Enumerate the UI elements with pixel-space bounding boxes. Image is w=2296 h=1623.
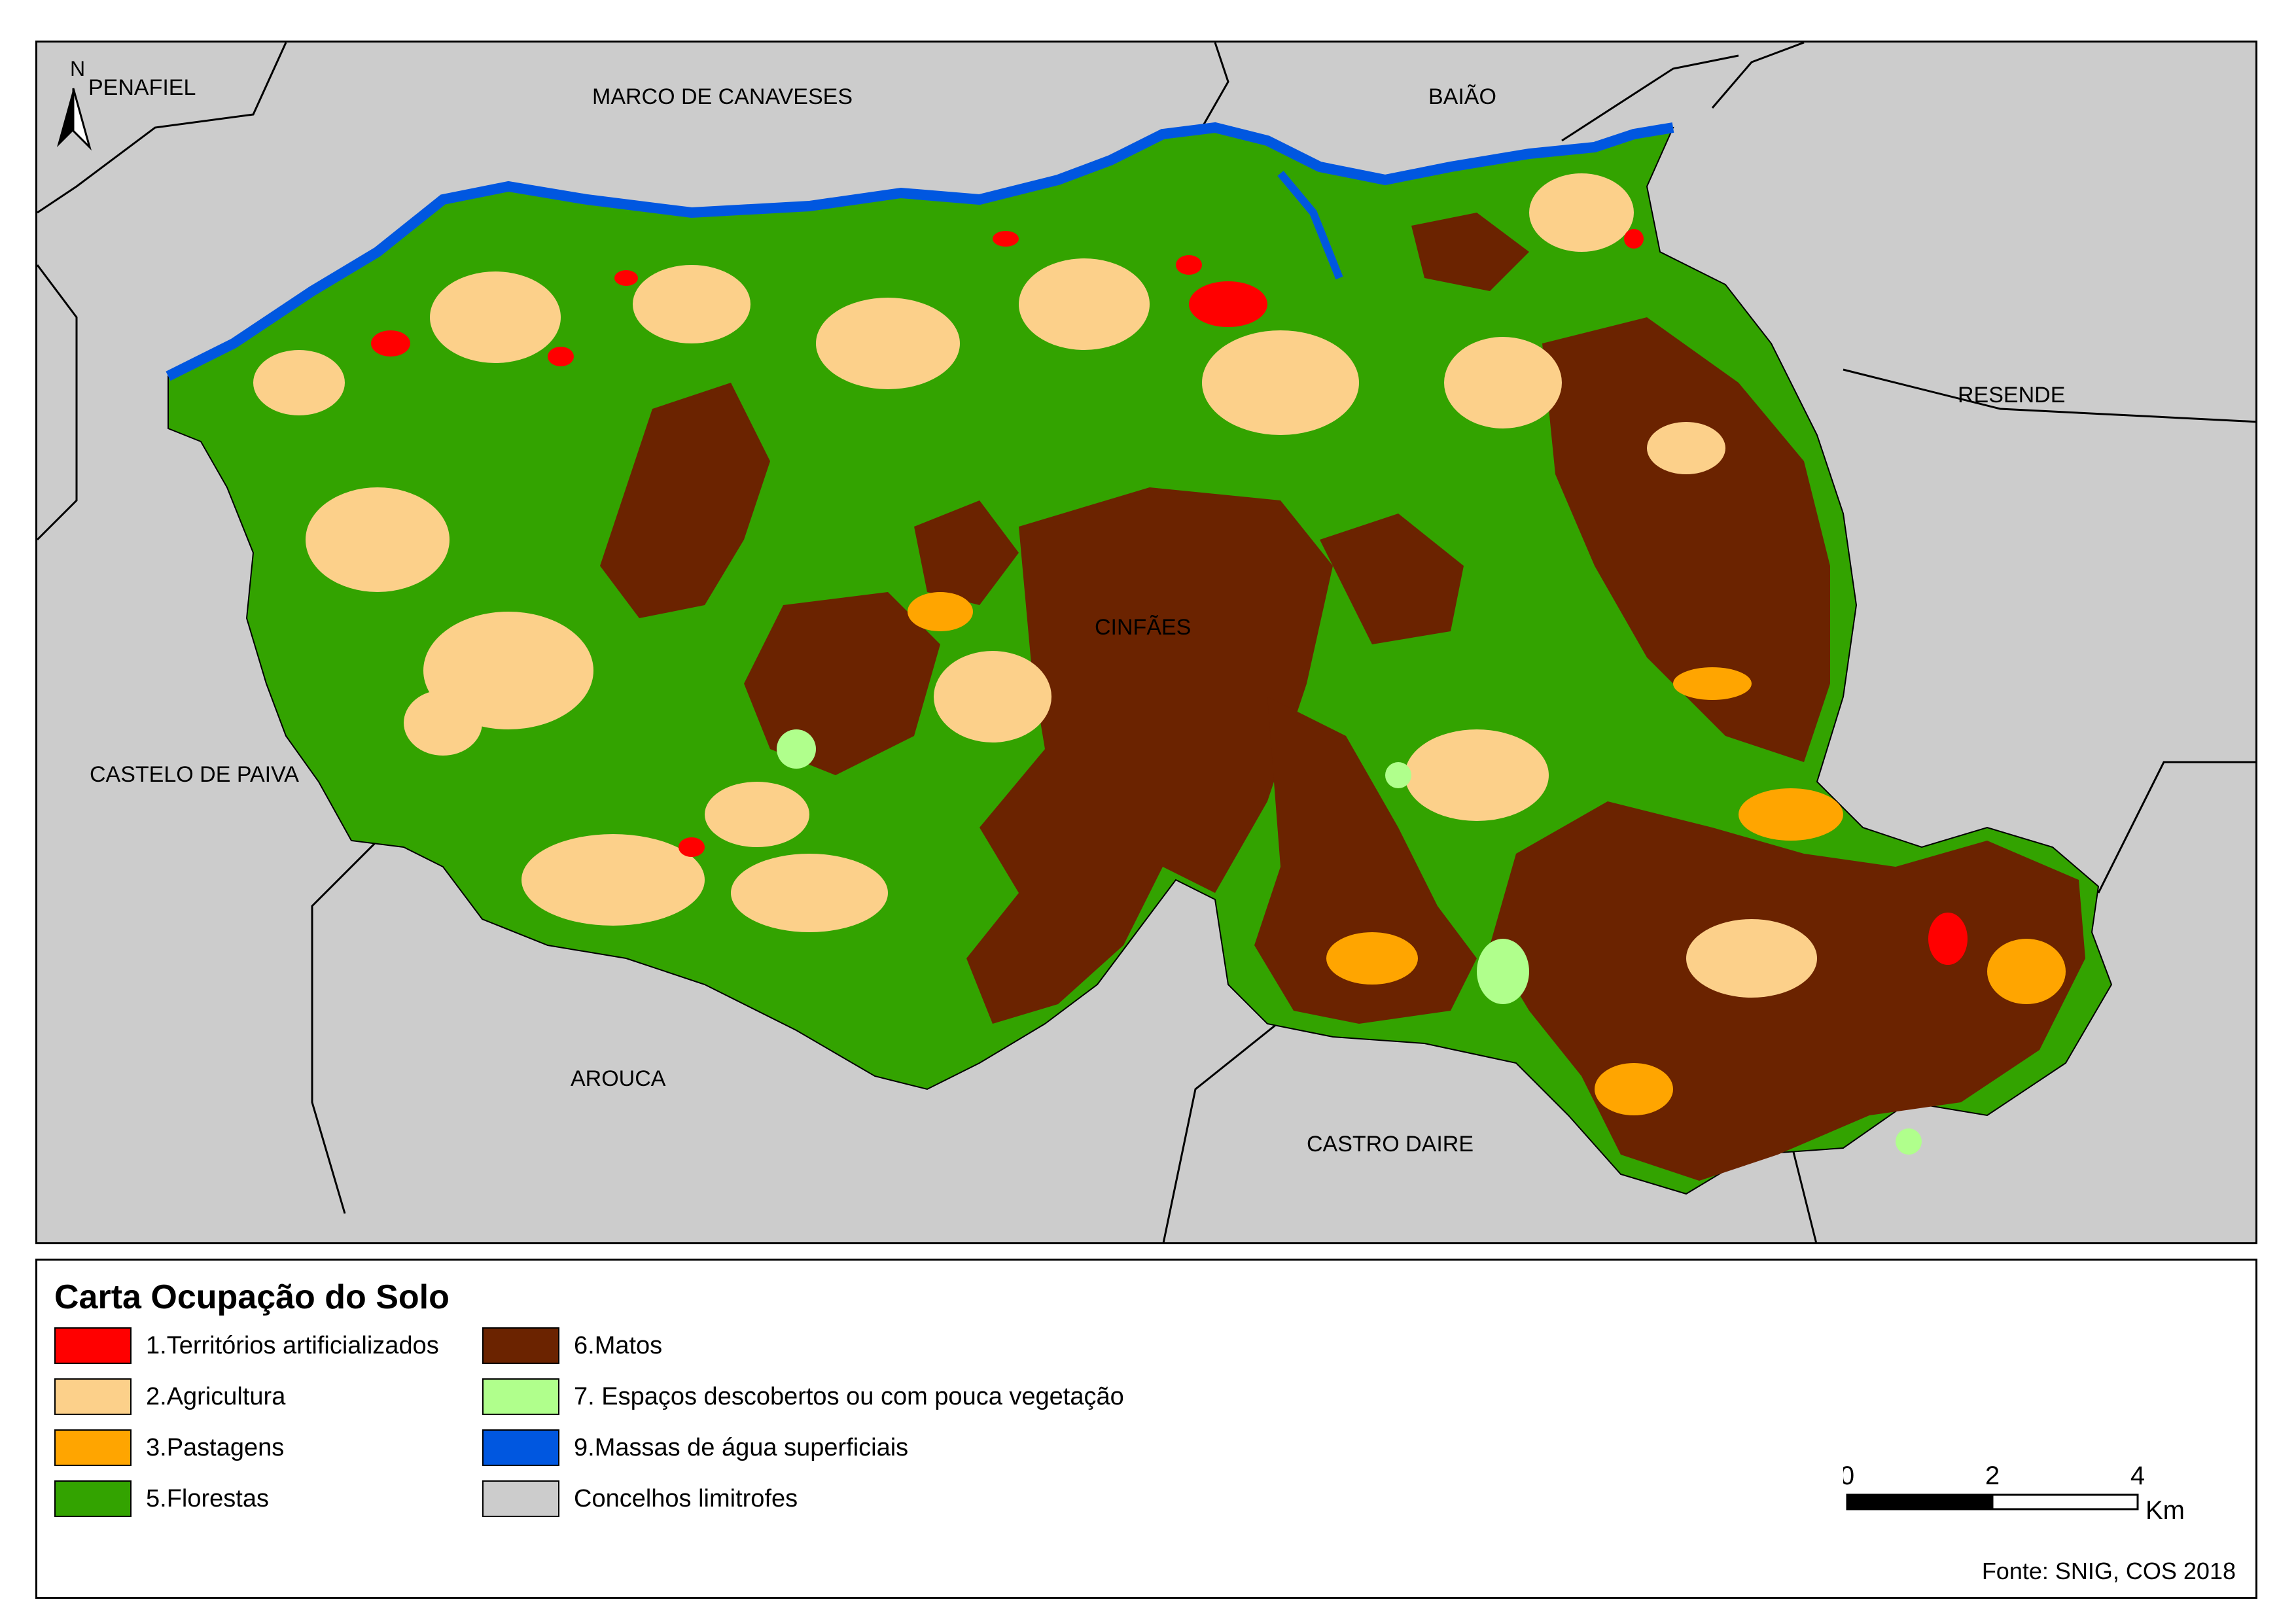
- scale-bar: 0 2 4: [1843, 1461, 2144, 1510]
- swatch-matos: [482, 1327, 559, 1364]
- legend-label: Concelhos limitrofes: [574, 1484, 798, 1512]
- scale-tick-0: 0: [1843, 1461, 1854, 1490]
- swatch-neighbours: [482, 1480, 559, 1517]
- label-arouca: AROUCA: [571, 1066, 666, 1091]
- river: [166, 122, 1674, 381]
- legend: Carta Ocupação do Solo 1.Territórios art…: [35, 1259, 2257, 1599]
- land-cover-map: [37, 43, 2255, 1242]
- label-penafiel: PENAFIEL: [88, 75, 196, 100]
- label-castro: CASTRO DAIRE: [1307, 1132, 1474, 1157]
- legend-label: 7. Espaços descobertos ou com pouca vege…: [574, 1382, 1124, 1410]
- swatch-artificial: [54, 1327, 132, 1364]
- map-frame: N PENAFIEL MARCO DE CANAVESES BAIÃO RESE…: [35, 41, 2257, 1244]
- swatch-water: [482, 1429, 559, 1466]
- legend-label: 5.Florestas: [146, 1484, 269, 1512]
- swatch-pastures: [54, 1429, 132, 1466]
- legend-title: Carta Ocupação do Solo: [54, 1278, 450, 1316]
- legend-item-forests: 5.Florestas: [54, 1480, 269, 1517]
- legend-label: 1.Territórios artificializados: [146, 1331, 439, 1359]
- label-cinfaes: CINFÃES: [1095, 615, 1192, 640]
- legend-item-artificial: 1.Territórios artificializados: [54, 1327, 439, 1364]
- legend-item-water: 9.Massas de água superficiais: [482, 1429, 908, 1466]
- swatch-agriculture: [54, 1378, 132, 1415]
- legend-item-bare: 7. Espaços descobertos ou com pouca vege…: [482, 1378, 1124, 1415]
- label-baiao: BAIÃO: [1428, 84, 1496, 109]
- north-arrow: N: [50, 49, 96, 167]
- legend-label: 3.Pastagens: [146, 1433, 285, 1461]
- legend-item-matos: 6.Matos: [482, 1327, 662, 1364]
- north-arrow-icon: [57, 88, 92, 151]
- legend-item-neighbours: Concelhos limitrofes: [482, 1480, 798, 1517]
- municipal-boundaries: [37, 43, 2255, 1242]
- label-castelo: CASTELO DE PAIVA: [90, 762, 299, 787]
- source-credit: Fonte: SNIG, COS 2018: [1981, 1558, 2236, 1584]
- swatch-forests: [54, 1480, 132, 1517]
- legend-item-agriculture: 2.Agricultura: [54, 1378, 285, 1415]
- legend-item-pastures: 3.Pastagens: [54, 1429, 284, 1466]
- legend-label: 6.Matos: [574, 1331, 663, 1359]
- label-resende: RESENDE: [1958, 383, 2066, 408]
- scale-unit: Km: [2146, 1496, 2185, 1525]
- label-marco: MARCO DE CANAVESES: [592, 84, 853, 109]
- scale-tick-2: 2: [1985, 1461, 2000, 1490]
- swatch-bare: [482, 1378, 559, 1415]
- legend-label: 9.Massas de água superficiais: [574, 1433, 909, 1461]
- legend-label: 2.Agricultura: [146, 1382, 286, 1410]
- scale-tick-4: 4: [2130, 1461, 2144, 1490]
- north-letter: N: [70, 57, 86, 80]
